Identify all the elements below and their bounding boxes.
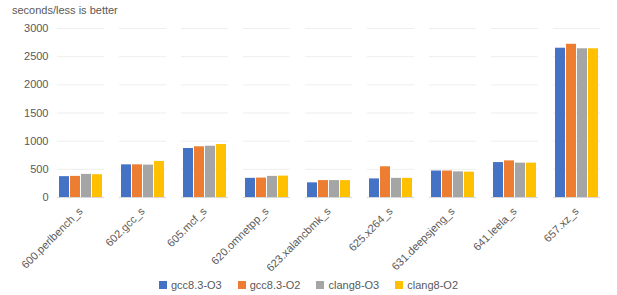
svg-text:0: 0	[42, 191, 48, 203]
svg-text:1000: 1000	[24, 135, 48, 147]
html-text:gcc8.3-O2: gcc8.3-O2	[249, 279, 301, 291]
svg-text:2000: 2000	[24, 78, 48, 90]
svg-text:1500: 1500	[24, 107, 48, 119]
svg-text:620.omnetpp_s: 620.omnetpp_s	[209, 204, 271, 266]
svg-text:2500: 2500	[24, 50, 48, 62]
svg-text:631.deepsjeng_s: 631.deepsjeng_s	[389, 204, 457, 272]
html-text:gcc8.3-O3: gcc8.3-O3	[171, 279, 222, 291]
html-text:clang8-O3: clang8-O3	[328, 279, 380, 291]
svg-text:602.gcc_s: 602.gcc_s	[103, 204, 147, 248]
svg-text:657.xz_s: 657.xz_s	[541, 204, 581, 244]
svg-text:600.perlbench_s: 600.perlbench_s	[19, 204, 85, 270]
svg-text:625.x264_s: 625.x264_s	[346, 204, 395, 253]
html-text:seconds/less is better: seconds/less is better	[12, 4, 118, 16]
svg-text:500: 500	[30, 163, 48, 175]
svg-text:605.mcf_s: 605.mcf_s	[165, 204, 210, 249]
svg-text:641.leela_s: 641.leela_s	[471, 204, 520, 253]
svg-text:623.xalancbmk_s: 623.xalancbmk_s	[264, 204, 333, 273]
html-text:clang8-O2: clang8-O2	[407, 279, 458, 291]
svg-text:3000: 3000	[24, 22, 48, 34]
